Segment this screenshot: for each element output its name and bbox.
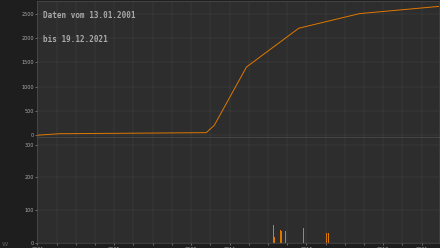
Text: bis 19.12.2021: bis 19.12.2021 [44, 35, 108, 44]
Text: Daten vom 13.01.2001: Daten vom 13.01.2001 [44, 11, 136, 20]
Text: W: W [2, 242, 8, 247]
